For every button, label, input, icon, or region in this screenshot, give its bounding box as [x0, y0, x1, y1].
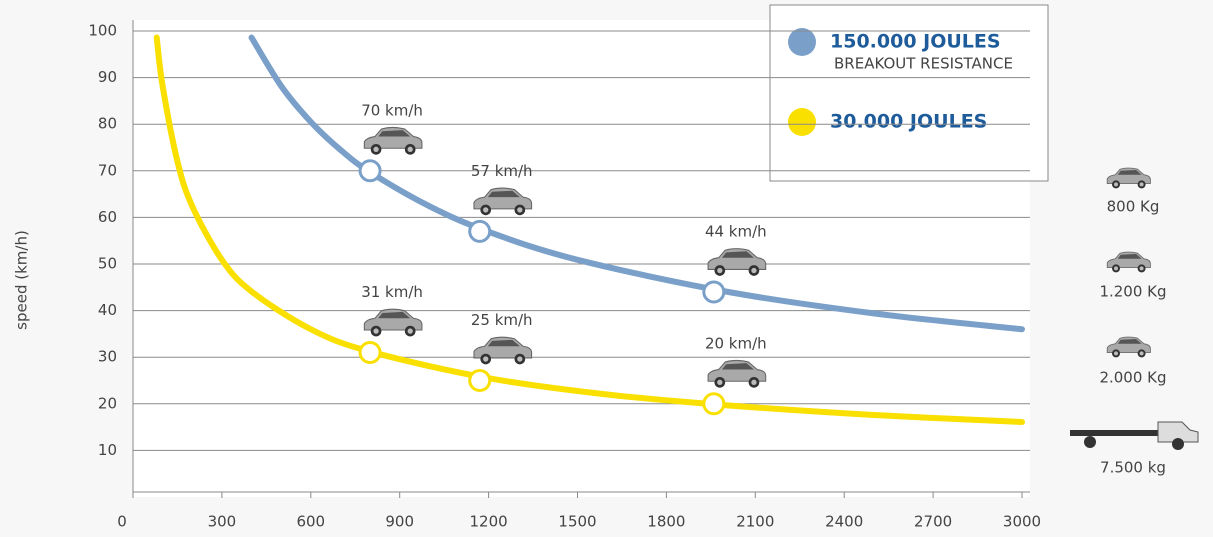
point-marker [470, 221, 490, 241]
point-marker [704, 282, 724, 302]
car-icon [1107, 168, 1150, 188]
point-marker [470, 371, 490, 391]
y-tick-label: 30 [98, 348, 117, 366]
vehicle-weight: 2.000 Kg [1099, 369, 1166, 387]
car-icon [1107, 252, 1150, 272]
x-tick-label: 0 [117, 513, 127, 531]
y-tick-label: 100 [88, 22, 117, 40]
y-tick-label: 20 [98, 394, 117, 412]
x-tick-label: 1800 [647, 513, 685, 531]
value-label: 57 km/h [471, 162, 533, 180]
truck-icon [1070, 422, 1198, 450]
value-label: 25 km/h [471, 311, 533, 329]
y-tick-label: 50 [98, 255, 117, 273]
legend-marker [788, 108, 816, 136]
chart: speed (km/h) 150.000 JOULES 30.000 JOULES… [0, 0, 1213, 537]
y-tick-label: 60 [98, 208, 117, 226]
x-tick-label: 900 [385, 513, 414, 531]
x-tick-label: 2100 [736, 513, 774, 531]
point-marker [360, 161, 380, 181]
x-tick-label: 1200 [470, 513, 508, 531]
x-tick-label: 1500 [558, 513, 596, 531]
legend-marker [788, 28, 816, 56]
legend-note: BREAKOUT RESISTANCE [834, 55, 1013, 73]
vehicle-weight: 1.200 Kg [1099, 283, 1166, 301]
value-label: 20 km/h [705, 334, 767, 352]
point-marker [360, 343, 380, 363]
y-tick-label: 80 [98, 115, 117, 133]
value-label: 70 km/h [361, 101, 423, 119]
y-tick-label: 10 [98, 441, 117, 459]
y-tick-label: 40 [98, 301, 117, 319]
x-tick-label: 2700 [914, 513, 952, 531]
x-tick-label: 300 [208, 513, 237, 531]
legend-label: 30.000 JOULES [830, 111, 987, 133]
x-tick-label: 2400 [825, 513, 863, 531]
y-axis-label: speed (km/h) [13, 230, 31, 330]
vehicle-weight: 800 Kg [1107, 198, 1160, 216]
x-tick-label: 600 [296, 513, 325, 531]
y-tick-label: 70 [98, 161, 117, 179]
legend-label: 150.000 JOULES [830, 31, 1001, 53]
vehicle-panel: 800 Kg 1.200 Kg 2.000 Kg 7.500 kg [1070, 168, 1198, 477]
value-label: 31 km/h [361, 283, 423, 301]
x-tick-label: 3000 [1003, 513, 1041, 531]
value-label: 44 km/h [705, 222, 767, 240]
car-icon [1107, 337, 1150, 357]
y-tick-label: 90 [98, 68, 117, 86]
vehicle-weight: 7.500 kg [1100, 459, 1166, 477]
point-marker [704, 394, 724, 414]
